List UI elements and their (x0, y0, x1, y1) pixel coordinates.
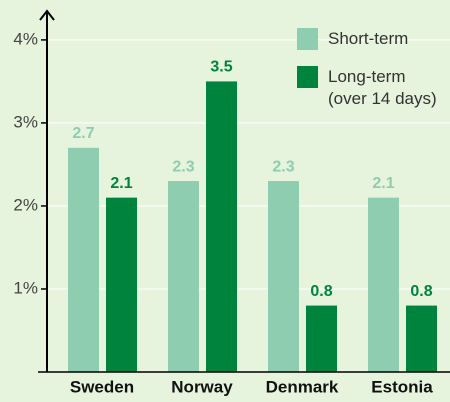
bar (68, 147, 99, 372)
y-tick-label: 1% (13, 278, 38, 297)
legend-swatch (297, 66, 318, 88)
y-tick-label: 2% (13, 195, 38, 214)
bar (106, 197, 137, 372)
data-label: 2.7 (72, 125, 94, 142)
bar (168, 181, 199, 372)
x-tick-label: Sweden (70, 377, 134, 396)
data-label: 2.1 (110, 175, 132, 192)
legend-swatch (297, 28, 318, 50)
data-label: 2.1 (372, 175, 394, 192)
data-label: 0.8 (410, 283, 432, 300)
legend-label: Short-term (328, 29, 409, 48)
y-tick-label: 3% (13, 112, 38, 131)
bar (406, 305, 437, 372)
data-label: 2.3 (272, 158, 294, 175)
bar (268, 181, 299, 372)
y-tick-label: 4% (13, 29, 38, 48)
data-label: 3.5 (210, 59, 232, 76)
x-tick-label: Denmark (266, 377, 339, 396)
x-tick-label: Norway (171, 377, 233, 396)
data-label: 2.3 (172, 158, 194, 175)
bar (306, 305, 337, 372)
axis-arrow (39, 9, 55, 21)
bar (368, 197, 399, 372)
x-tick-label: Estonia (371, 377, 433, 396)
bar (206, 81, 237, 372)
data-label: 0.8 (310, 283, 332, 300)
legend-label: Long-term (over 14 days) (328, 67, 437, 108)
